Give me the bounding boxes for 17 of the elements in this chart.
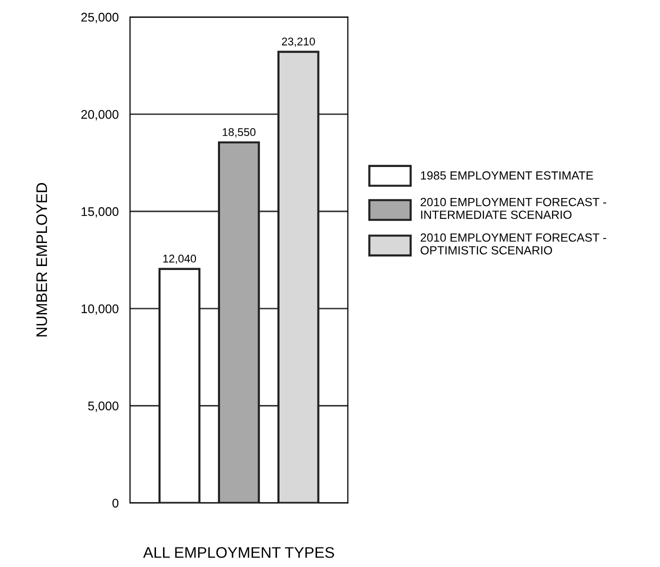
y-tick-label: 25,000 [81,12,118,24]
bar [218,141,260,503]
bar [277,50,320,503]
y-tick-label: 15,000 [82,207,118,218]
y-tick-label: 20,000 [81,110,118,120]
y-axis-title: NUMBER EMPLOYED [36,183,48,336]
legend-label: 2010 EMPLOYMENT FORECAST - OPTIMISTIC SCENARIO [420,233,606,254]
y-tick-label: 5,000 [88,402,118,412]
x-axis-title: ALL EMPLOYMENT TYPES [143,547,334,558]
legend-label: 1985 EMPLOYMENT ESTIMATE [421,171,594,180]
legend-label: 2010 EMPLOYMENT FORECAST - INTERMEDIATE SCENARIO [420,198,606,219]
y-tick-label: 10,000 [82,304,118,315]
data-label: 12,040 [163,254,196,264]
data-label: 23,210 [282,38,315,47]
y-tick-label: 0 [112,498,118,508]
data-label: 18,550 [222,128,256,138]
bar [158,268,200,503]
